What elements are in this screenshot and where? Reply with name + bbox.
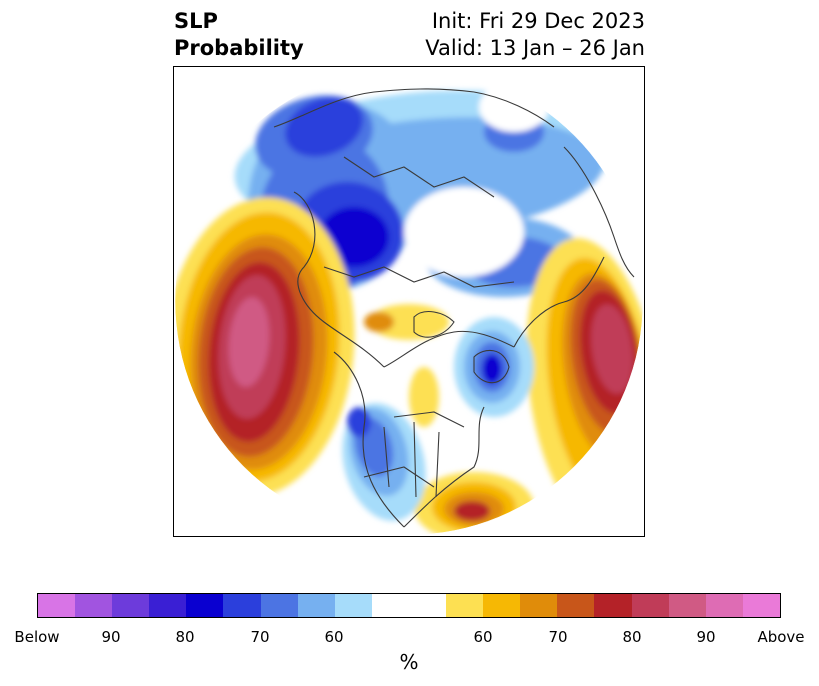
title-variable: SLP: [174, 9, 218, 33]
colorbar-segment: [334, 594, 372, 617]
title-subtitle: Probability: [174, 36, 304, 60]
colorbar-segment: [446, 594, 484, 617]
colorbar-segment: [520, 594, 558, 617]
title-right: Init: Fri 29 Dec 2023 Valid: 13 Jan – 26…: [425, 8, 645, 62]
coastline-segment: [293, 191, 385, 368]
coastline-segment: [323, 266, 515, 288]
colorbar-segment: [149, 594, 187, 617]
colorbar-tick-label: 70: [548, 628, 568, 646]
coastline-segment: [363, 466, 435, 488]
colorbar-segment: [483, 594, 521, 617]
init-date: Init: Fri 29 Dec 2023: [431, 9, 645, 33]
colorbar-segment: [75, 594, 113, 617]
coastline-segment: [273, 88, 475, 128]
colorbar-tick-label: 70: [250, 628, 270, 646]
colorbar-tick-label: 60: [473, 628, 493, 646]
coastline-segment: [403, 406, 485, 528]
colorbar: [37, 593, 781, 618]
coastline-segment: [473, 349, 510, 384]
valid-range: Valid: 13 Jan – 26 Jan: [425, 36, 645, 60]
colorbar-segment: [631, 594, 669, 617]
colorbar-tick-label: Above: [757, 628, 805, 646]
coastline-segment: [473, 91, 555, 128]
colorbar-segment: [557, 594, 595, 617]
colorbar-segment: [223, 594, 261, 617]
colorbar-segment: [668, 594, 706, 617]
title-left: SLP Probability: [174, 8, 304, 62]
coastline-segment: [563, 146, 635, 278]
coastline-segment: [383, 330, 515, 368]
colorbar-segment: [371, 594, 447, 617]
colorbar-segment: [38, 594, 76, 617]
coastline-segment: [383, 421, 440, 498]
colorbar-tick-label: Below: [14, 628, 60, 646]
colorbar-segment: [594, 594, 632, 617]
colorbar-tick-label: 90: [696, 628, 716, 646]
colorbar-segment: [186, 594, 224, 617]
coastline-segment: [513, 256, 605, 348]
coastlines: [273, 88, 635, 528]
shaded-probability-field: [175, 67, 643, 535]
coastline-segment: [333, 351, 405, 528]
colorbar-segment: [260, 594, 298, 617]
coastline-segment: [343, 156, 495, 198]
colorbar-tick-label: 80: [622, 628, 642, 646]
colorbar-tick-label: 90: [101, 628, 121, 646]
colorbar-tick-label: 80: [175, 628, 195, 646]
colorbar-unit-label: %: [399, 650, 419, 674]
coastline-segment: [393, 411, 465, 428]
colorbar-segment: [112, 594, 150, 617]
coastline-segment: [413, 311, 455, 338]
colorbar-segment: [705, 594, 743, 617]
colorbar-segment: [742, 594, 780, 617]
colorbar-tick-label: 60: [324, 628, 344, 646]
probability-map: [173, 66, 645, 537]
colorbar-segment: [297, 594, 335, 617]
map-canvas: [174, 67, 644, 536]
